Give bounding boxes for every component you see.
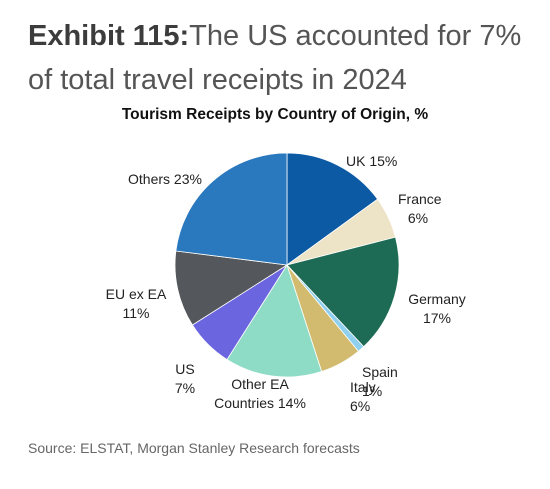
exhibit-headline: The US accounted for 7% of total travel … (28, 20, 522, 96)
slice-label-us: US 7% (170, 360, 200, 398)
slice-label-line: 1% (362, 383, 383, 399)
slice-label-others: Others 23% (128, 170, 202, 189)
slice-label-line: Others 23% (128, 171, 202, 187)
pie-slice-others (175, 152, 288, 266)
pie-slice-germany (286, 236, 400, 348)
slice-label-line: 17% (422, 310, 452, 326)
pie-svg (174, 152, 400, 378)
slice-label-france: France 6% (398, 190, 442, 228)
source-note: Source: ELSTAT, Morgan Stanley Research … (28, 440, 360, 456)
pie-slice-uk (286, 152, 379, 266)
pie-slice-eu-ex-ea (174, 250, 289, 326)
exhibit-number: Exhibit 115: (28, 20, 190, 52)
slice-label-other-ea-countries: Other EA Countries 14% (210, 375, 310, 413)
exhibit-title: Exhibit 115:The US accounted for 7% of t… (28, 14, 528, 102)
slice-label-line: 6% (350, 398, 371, 414)
slice-label-line: Other EA (231, 376, 289, 392)
slice-label-germany: Germany 17% (405, 290, 469, 328)
slice-label-line: UK 15% (346, 153, 398, 169)
slice-label-uk: UK 15% (346, 152, 397, 171)
slice-label-line: Spain (362, 364, 398, 380)
chart-title: Tourism Receipts by Country of Origin, % (121, 106, 429, 123)
slice-label-line: Italy (350, 379, 376, 395)
pie-slice-other-ea-countries (226, 264, 323, 378)
slice-label-eu-ex-ea: EU ex EA 11% (98, 285, 174, 323)
slice-label-italy: Italy 6% (350, 378, 376, 416)
slice-label-line: 11% (122, 305, 150, 321)
slice-label-line: Countries 14% (214, 395, 306, 411)
pie-chart: Tourism Receipts by Country of Origin, %… (0, 100, 550, 430)
slice-label-line: EU ex EA (105, 286, 167, 302)
slice-label-spain: Spain 1% (362, 363, 398, 401)
slice-label-line: 7% (174, 380, 196, 396)
slice-label-line: France (398, 191, 442, 207)
slice-label-line: Germany (408, 291, 466, 307)
slice-label-line: US (175, 361, 195, 377)
slice-label-line: 6% (407, 210, 429, 226)
